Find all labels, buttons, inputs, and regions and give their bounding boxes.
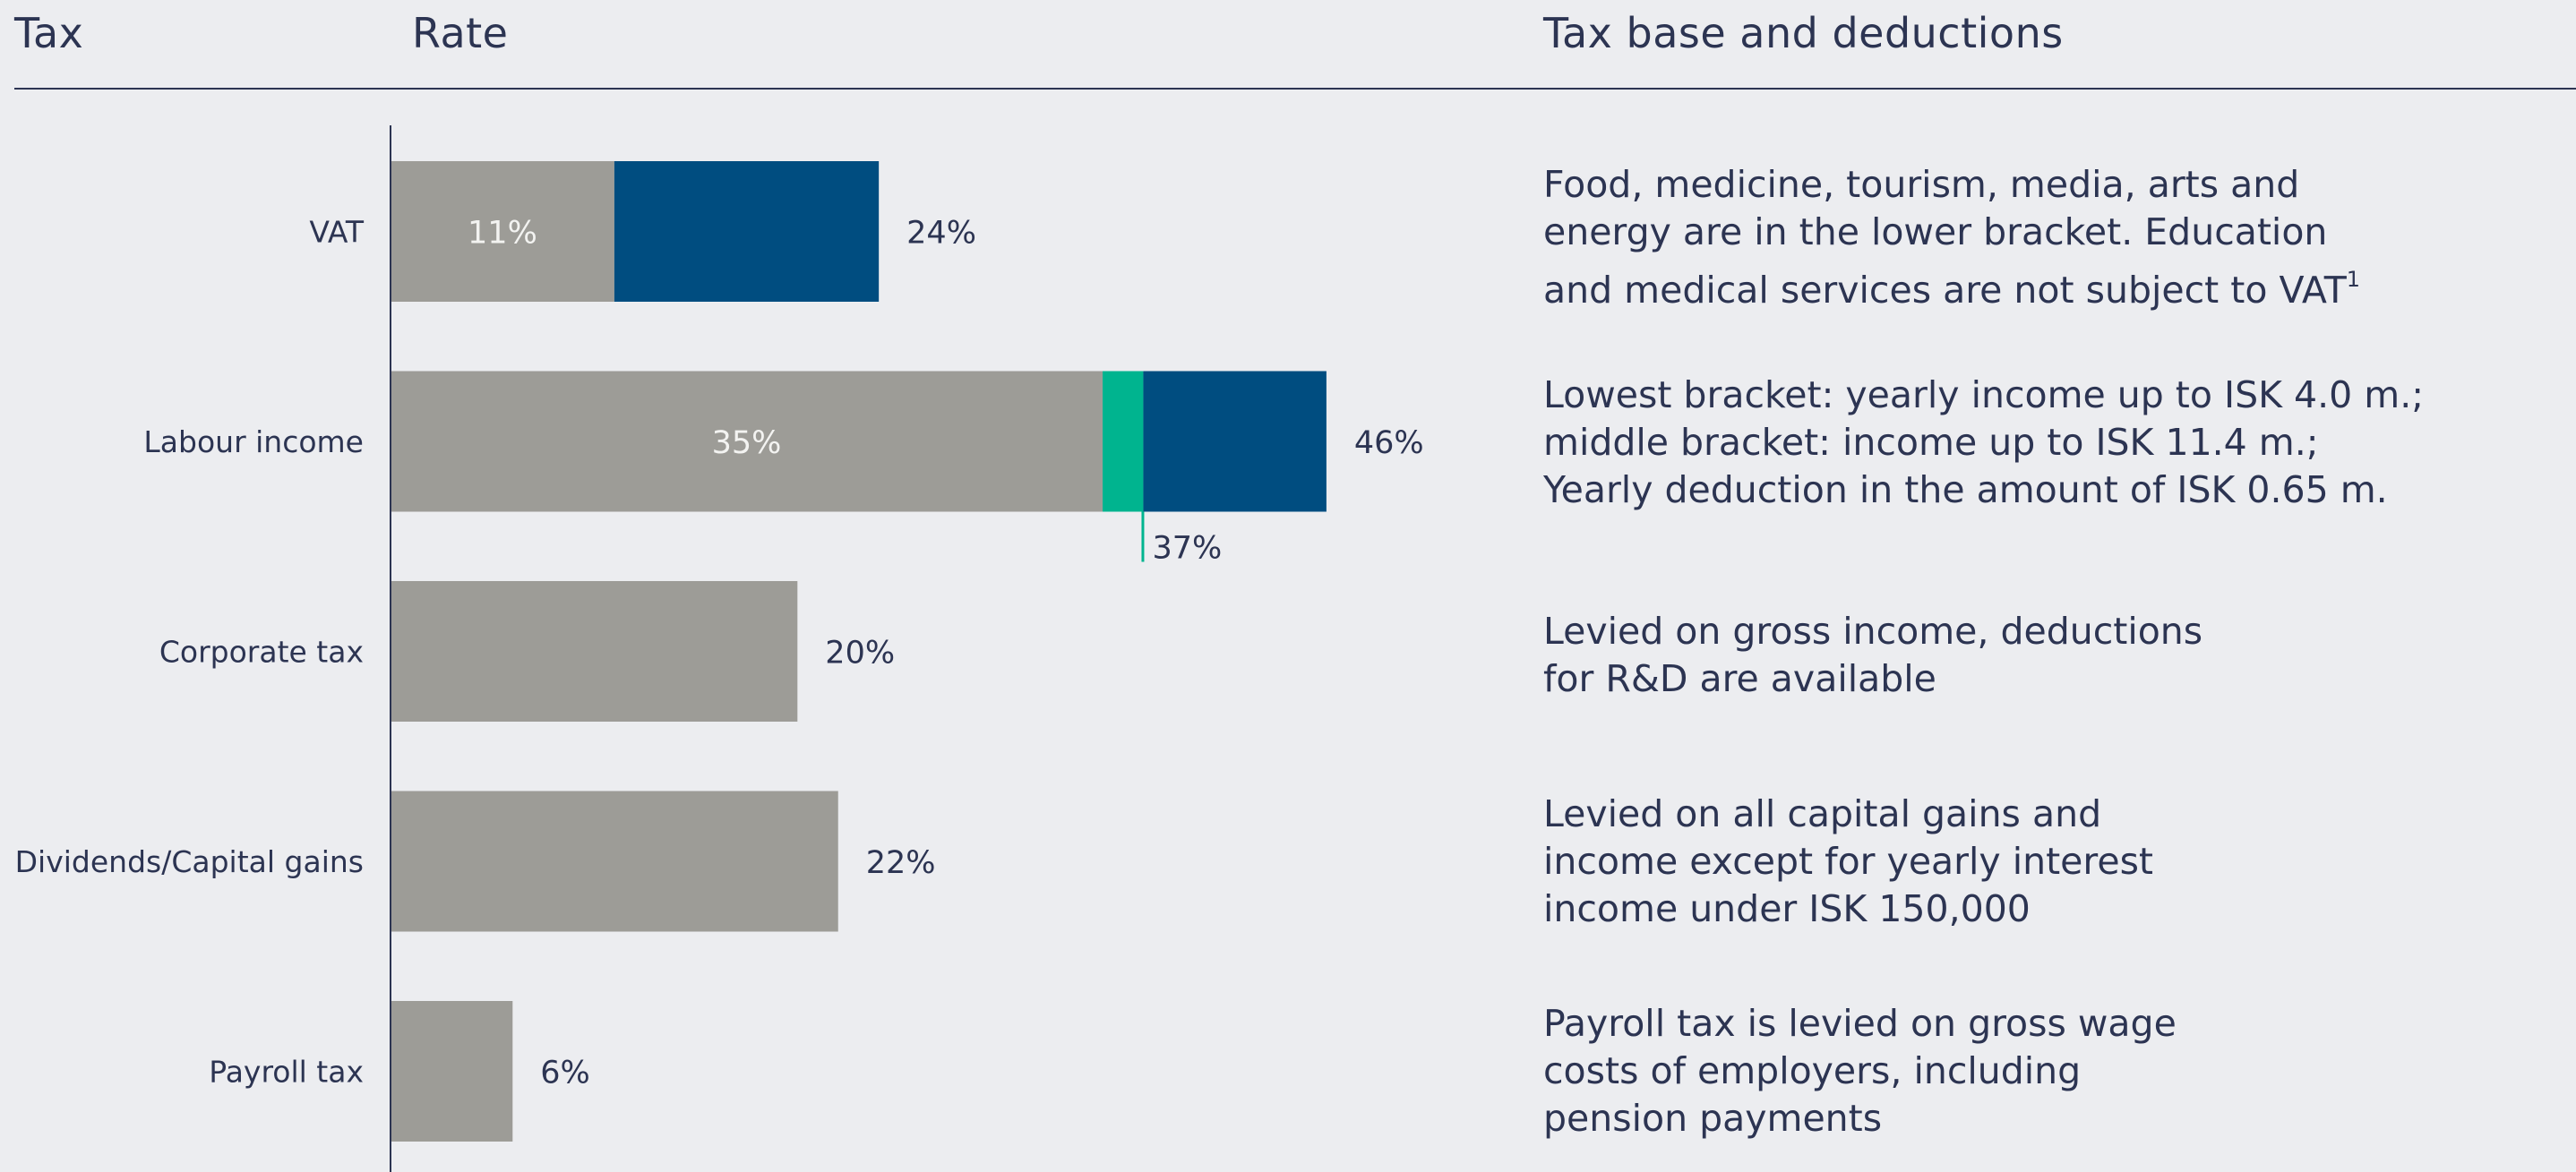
total-value-label-payroll-tax: 6% (540, 1056, 590, 1091)
corporate-tax-description-line: Levied on gross income, deductions (1543, 610, 2203, 653)
annotation-label: 37% (1152, 531, 1222, 567)
payroll-tax-description-line: pension payments (1543, 1097, 1883, 1140)
payroll-tax-description-line: costs of employers, including (1543, 1049, 2082, 1092)
category-label-labour-income: Labour income (143, 424, 364, 459)
inner-value-label-labour-income: 35% (712, 425, 782, 461)
labour-income-description-line: middle bracket: income up to ISK 11.4 m.… (1543, 421, 2319, 464)
total-value-label-labour-income: 46% (1354, 425, 1424, 461)
bar-segment-labour-income-0 (391, 371, 1103, 512)
vat-description-text: and medical services are not subject to … (1543, 269, 2347, 312)
category-label-payroll-tax: Payroll tax (209, 1055, 364, 1090)
bar-segment-vat-2 (614, 161, 880, 302)
bar-segment-labour-income-2 (1143, 371, 1327, 512)
labour-income-description-line: Lowest bracket: yearly income up to ISK … (1543, 373, 2425, 416)
vat-description: Food, medicine, tourism, media, arts and… (1543, 161, 2573, 314)
total-value-label-corporate-tax: 20% (825, 636, 895, 672)
tax-rate-chart: VAT 11% 24% Labour income 35% 46% Corporate ta… (15, 125, 1424, 1172)
vat-description-line: Food, medicine, tourism, media, arts and (1543, 163, 2300, 206)
category-label-corporate-tax: Corporate tax (159, 635, 364, 670)
dividends-description-line: income under ISK 150,000 (1543, 887, 2031, 930)
vat-description-line: energy are in the lower bracket. Educati… (1543, 210, 2328, 253)
category-label-dividends-capital-gains: Dividends/Capital gains (15, 844, 364, 879)
bar-segment-dividends-capital-gains-0 (391, 791, 838, 932)
dividends-description-line: Levied on all capital gains and (1543, 792, 2102, 835)
bar-segment-labour-income-1 (1103, 371, 1144, 512)
labour-income-description: Lowest bracket: yearly income up to ISK … (1543, 372, 2573, 514)
bar-segment-payroll-tax-0 (391, 1001, 513, 1142)
header-divider (14, 88, 2576, 90)
total-value-label-vat: 24% (906, 216, 976, 252)
dividends-description: Levied on all capital gains and income e… (1543, 791, 2573, 933)
bar-segment-vat-0 (391, 161, 614, 302)
rate-column-header: Rate (412, 9, 509, 57)
vat-description-line: and medical services are not subject to … (1543, 256, 2573, 314)
inner-value-label-vat: 11% (468, 216, 537, 252)
payroll-tax-description: Payroll tax is levied on gross wage cost… (1543, 1000, 2573, 1142)
payroll-tax-description-line: Payroll tax is levied on gross wage (1543, 1002, 2177, 1045)
corporate-tax-description: Levied on gross income, deductions for R… (1543, 608, 2573, 703)
bar-segment-corporate-tax-0 (391, 581, 798, 722)
tax-base-column-header: Tax base and deductions (1543, 9, 2064, 57)
total-value-label-dividends-capital-gains: 22% (866, 845, 936, 881)
tax-column-header: Tax (14, 9, 84, 57)
dividends-description-line: income except for yearly interest (1543, 840, 2154, 883)
labour-income-description-line: Yearly deduction in the amount of ISK 0.… (1543, 468, 2388, 511)
footnote-marker: 1 (2346, 267, 2361, 292)
corporate-tax-description-line: for R&D are available (1543, 657, 1936, 700)
category-label-vat: VAT (309, 215, 364, 250)
